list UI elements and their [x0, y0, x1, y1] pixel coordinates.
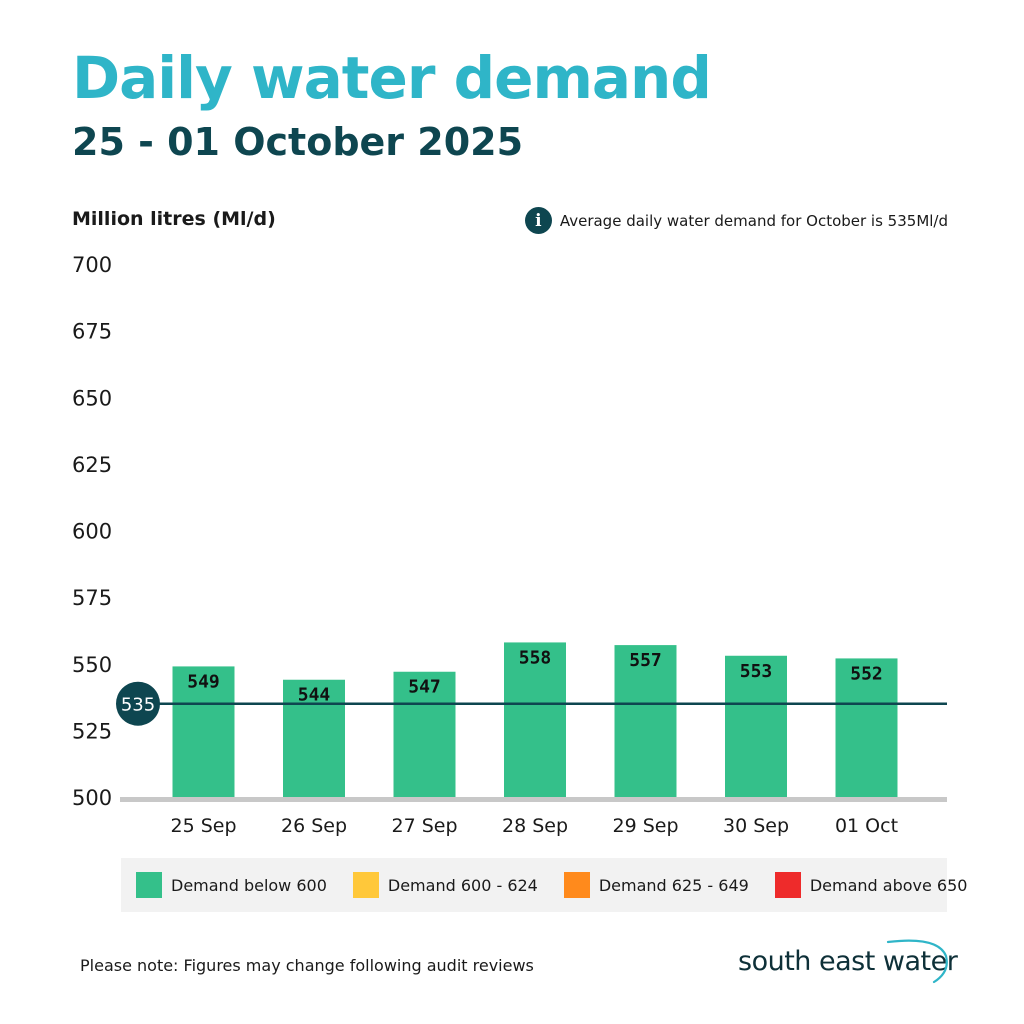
bar: [614, 645, 677, 797]
bar: [172, 666, 235, 797]
bar-value-label: 552: [850, 663, 883, 684]
bar-value-label: 547: [408, 677, 441, 698]
legend-swatch-below-600: [136, 872, 162, 898]
y-axis-label: Million litres (Ml/d): [72, 208, 276, 230]
bar: [725, 655, 787, 797]
x-tick-label: 26 Sep: [281, 815, 347, 837]
y-tick-label: 675: [72, 320, 112, 344]
y-tick-label: 575: [72, 586, 112, 610]
bar: [283, 679, 345, 797]
legend-label-above-650: Demand above 650: [809, 875, 968, 895]
legend: Demand below 600 Demand 600 - 624 Demand…: [121, 858, 967, 912]
x-tick-label: 28 Sep: [502, 815, 568, 837]
y-tick-label: 650: [72, 386, 112, 410]
legend-item-above-650: Demand above 650: [774, 872, 968, 898]
legend-swatch-625-649: [563, 872, 590, 898]
bar: [835, 658, 898, 797]
average-reference-label: 535: [121, 695, 155, 716]
y-tick-label: 500: [72, 786, 112, 810]
legend-swatch-above-650: [774, 872, 801, 898]
info-icon: i: [524, 207, 552, 234]
legend-label-600-624: Demand 600 - 624: [387, 875, 538, 895]
x-tick-label: 30 Sep: [723, 815, 789, 837]
bar-value-label: 549: [187, 671, 220, 692]
bar-value-label: 553: [740, 661, 773, 682]
y-tick-label: 625: [72, 453, 112, 477]
y-tick-label: 525: [72, 719, 112, 743]
legend-swatch-600-624: [352, 872, 379, 898]
legend-item-600-624: Demand 600 - 624: [352, 872, 538, 898]
bar-value-label: 557: [629, 650, 662, 671]
south-east-water-logo: south east water: [738, 938, 958, 986]
y-tick-label: 700: [72, 253, 112, 277]
legend-label-625-649: Demand 625 - 649: [598, 875, 749, 895]
y-tick-label: 550: [72, 653, 112, 677]
x-axis-line: [120, 797, 947, 802]
y-tick-label: 600: [72, 520, 112, 544]
legend-item-625-649: Demand 625 - 649: [563, 872, 749, 898]
bar-value-label: 558: [519, 647, 552, 668]
x-tick-label: 29 Sep: [612, 815, 678, 837]
x-tick-label: 01 Oct: [835, 815, 898, 837]
average-reference-marker: [116, 681, 160, 726]
audit-footnote: Please note: Figures may change followin…: [80, 956, 534, 975]
bar: [504, 642, 566, 797]
average-demand-note: i Average daily water demand for October…: [524, 207, 948, 234]
average-demand-text: Average daily water demand for October i…: [559, 211, 948, 230]
bar-value-label: 544: [298, 685, 331, 706]
chart-title: Daily water demand: [72, 44, 712, 112]
logo-text: south east water: [738, 946, 958, 977]
legend-label-below-600: Demand below 600: [171, 875, 327, 895]
chart-subtitle: 25 - 01 October 2025: [72, 120, 524, 164]
legend-item-below-600: Demand below 600: [136, 872, 327, 898]
bar: [393, 671, 456, 797]
x-tick-label: 27 Sep: [391, 815, 457, 837]
x-tick-label: 25 Sep: [170, 815, 236, 837]
logo-swoosh-icon: [886, 939, 948, 984]
